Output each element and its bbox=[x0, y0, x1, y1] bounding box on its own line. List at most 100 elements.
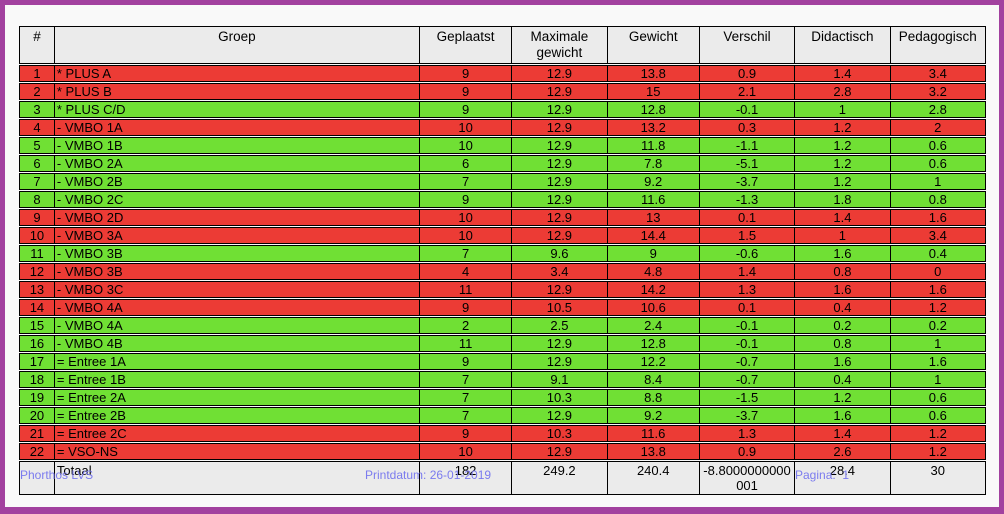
cell-groep: - VMBO 4A bbox=[54, 299, 420, 316]
cell-groep: = VSO-NS bbox=[54, 443, 420, 460]
table-row: 1 * PLUS A 9 12.9 13.8 0.9 1.4 3.4 bbox=[19, 65, 986, 82]
cell-verschil: -1.3 bbox=[699, 191, 796, 208]
cell-num: 12 bbox=[19, 263, 55, 280]
cell-gewicht: 13.2 bbox=[607, 119, 700, 136]
groups-weight-table: # Groep Geplaatst Maximale gewicht Gewic… bbox=[19, 25, 986, 496]
cell-max-gewicht: 10.3 bbox=[512, 389, 608, 406]
cell-geplaatst: 10 bbox=[419, 443, 513, 460]
cell-verschil: 0.9 bbox=[699, 443, 796, 460]
cell-gewicht: 8.8 bbox=[607, 389, 700, 406]
cell-pedagogisch: 3.4 bbox=[890, 227, 986, 244]
cell-groep: = Entree 2C bbox=[54, 425, 420, 442]
cell-geplaatst: 9 bbox=[419, 299, 513, 316]
cell-pedagogisch: 2.8 bbox=[890, 101, 986, 118]
header-pedagogisch: Pedagogisch bbox=[890, 26, 986, 64]
cell-num: 5 bbox=[19, 137, 55, 154]
cell-max-gewicht: 12.9 bbox=[512, 65, 608, 82]
cell-num: 1 bbox=[19, 65, 55, 82]
cell-geplaatst: 4 bbox=[419, 263, 513, 280]
cell-geplaatst: 11 bbox=[419, 281, 513, 298]
cell-pedagogisch: 1.2 bbox=[890, 425, 986, 442]
cell-verschil: -0.1 bbox=[699, 101, 796, 118]
cell-gewicht: 9.2 bbox=[607, 173, 700, 190]
cell-pedagogisch: 1.6 bbox=[890, 353, 986, 370]
cell-max-gewicht: 12.9 bbox=[512, 101, 608, 118]
cell-groep: - VMBO 4B bbox=[54, 335, 420, 352]
table-footer: Totaal 182 249.2 240.4 -8.8000000000001 … bbox=[19, 461, 986, 495]
cell-gewicht: 13.8 bbox=[607, 443, 700, 460]
table-header: # Groep Geplaatst Maximale gewicht Gewic… bbox=[19, 26, 986, 64]
header-row: # Groep Geplaatst Maximale gewicht Gewic… bbox=[19, 26, 986, 64]
cell-gewicht: 13 bbox=[607, 209, 700, 226]
cell-groep: * PLUS C/D bbox=[54, 101, 420, 118]
cell-verschil: -0.6 bbox=[699, 245, 796, 262]
cell-didactisch: 2.6 bbox=[795, 443, 891, 460]
cell-num: 11 bbox=[19, 245, 55, 262]
cell-groep: - VMBO 2C bbox=[54, 191, 420, 208]
cell-verschil: -0.1 bbox=[699, 317, 796, 334]
header-didactisch: Didactisch bbox=[795, 26, 891, 64]
header-num: # bbox=[19, 26, 55, 64]
cell-groep: - VMBO 3B bbox=[54, 245, 420, 262]
cell-didactisch: 1.6 bbox=[795, 245, 891, 262]
cell-num: 16 bbox=[19, 335, 55, 352]
cell-pedagogisch: 0.2 bbox=[890, 317, 986, 334]
cell-max-gewicht: 12.9 bbox=[512, 407, 608, 424]
cell-gewicht: 8.4 bbox=[607, 371, 700, 388]
cell-geplaatst: 10 bbox=[419, 119, 513, 136]
cell-num: 18 bbox=[19, 371, 55, 388]
cell-didactisch: 1.2 bbox=[795, 173, 891, 190]
cell-geplaatst: 9 bbox=[419, 101, 513, 118]
total-empty-cell bbox=[19, 461, 55, 495]
table-row: 9- VMBO 2D 10 12.9 13 0.1 1.4 1.6 bbox=[19, 209, 986, 226]
cell-pedagogisch: 1.2 bbox=[890, 299, 986, 316]
cell-geplaatst: 7 bbox=[419, 245, 513, 262]
cell-groep: - VMBO 2A bbox=[54, 155, 420, 172]
cell-num: 3 bbox=[19, 101, 55, 118]
cell-max-gewicht: 12.9 bbox=[512, 155, 608, 172]
cell-num: 17 bbox=[19, 353, 55, 370]
cell-geplaatst: 7 bbox=[419, 173, 513, 190]
cell-verschil: 0.1 bbox=[699, 299, 796, 316]
cell-gewicht: 12.8 bbox=[607, 335, 700, 352]
cell-max-gewicht: 12.9 bbox=[512, 227, 608, 244]
cell-verschil: 1.3 bbox=[699, 425, 796, 442]
cell-groep: - VMBO 3B bbox=[54, 263, 420, 280]
cell-verschil: -5.1 bbox=[699, 155, 796, 172]
table-row: 19 = Entree 2A 7 10.3 8.8 -1.5 1.2 0.6 bbox=[19, 389, 986, 406]
cell-geplaatst: 11 bbox=[419, 335, 513, 352]
total-maximale-gewicht: 249.2 bbox=[512, 461, 608, 495]
cell-geplaatst: 9 bbox=[419, 353, 513, 370]
cell-groep: * PLUS B bbox=[54, 83, 420, 100]
cell-verschil: -0.7 bbox=[699, 353, 796, 370]
cell-pedagogisch: 0.6 bbox=[890, 137, 986, 154]
table-row: 3 * PLUS C/D 9 12.9 12.8 -0.1 1 2.8 bbox=[19, 101, 986, 118]
cell-pedagogisch: 0.4 bbox=[890, 245, 986, 262]
cell-gewicht: 9 bbox=[607, 245, 700, 262]
cell-groep: - VMBO 2B bbox=[54, 173, 420, 190]
cell-groep: - VMBO 3C bbox=[54, 281, 420, 298]
table-row: 12- VMBO 3B 4 3.4 4.8 1.4 0.8 0 bbox=[19, 263, 986, 280]
cell-didactisch: 1.6 bbox=[795, 407, 891, 424]
cell-geplaatst: 10 bbox=[419, 137, 513, 154]
cell-pedagogisch: 1 bbox=[890, 173, 986, 190]
cell-didactisch: 1.6 bbox=[795, 353, 891, 370]
cell-max-gewicht: 12.9 bbox=[512, 353, 608, 370]
cell-pedagogisch: 1 bbox=[890, 371, 986, 388]
cell-verschil: 1.5 bbox=[699, 227, 796, 244]
cell-gewicht: 7.8 bbox=[607, 155, 700, 172]
cell-groep: = Entree 1B bbox=[54, 371, 420, 388]
cell-num: 19 bbox=[19, 389, 55, 406]
cell-gewicht: 2.4 bbox=[607, 317, 700, 334]
cell-gewicht: 13.8 bbox=[607, 65, 700, 82]
cell-geplaatst: 7 bbox=[419, 371, 513, 388]
table-row: 8- VMBO 2C 9 12.9 11.6 -1.3 1.8 0.8 bbox=[19, 191, 986, 208]
cell-max-gewicht: 9.6 bbox=[512, 245, 608, 262]
total-verschil: -8.8000000000001 bbox=[699, 461, 796, 495]
total-geplaatst: 182 bbox=[419, 461, 513, 495]
table-row: 10- VMBO 3A 10 12.9 14.4 1.5 1 3.4 bbox=[19, 227, 986, 244]
table-row: 4- VMBO 1A 10 12.9 13.2 0.3 1.2 2 bbox=[19, 119, 986, 136]
cell-didactisch: 2.8 bbox=[795, 83, 891, 100]
cell-max-gewicht: 12.9 bbox=[512, 281, 608, 298]
cell-max-gewicht: 10.3 bbox=[512, 425, 608, 442]
